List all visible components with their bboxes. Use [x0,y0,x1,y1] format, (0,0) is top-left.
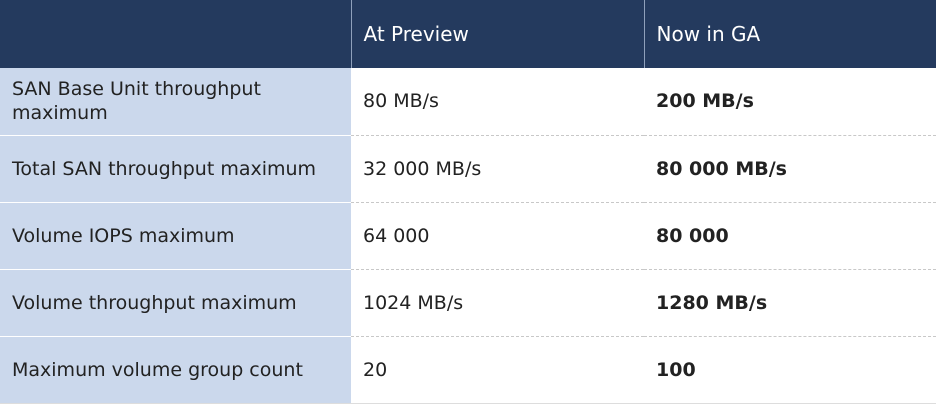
table-cell: 20 [351,336,644,404]
table-row: Maximum volume group count 20 100 [0,336,936,404]
table-cell: 80 000 MB/s [644,135,936,203]
header-cell: At Preview [350,0,644,68]
row-label: Volume throughput maximum [0,269,351,337]
table-cell: 64 000 [351,202,644,270]
table-row: Total SAN throughput maximum 32 000 MB/s 8… [0,135,936,203]
header-cell: Now in GA [643,0,936,68]
row-label: SAN Base Unit throughput maximum [0,68,351,136]
header-row: At Preview Now in GA [0,0,936,68]
table-cell: 100 [644,336,936,404]
table-cell: 1024 MB/s [351,269,644,337]
row-label: Maximum volume group count [0,336,351,404]
row-label: Volume IOPS maximum [0,202,351,270]
table-cell: 200 MB/s [644,68,936,136]
table-row: Volume IOPS maximum 64 000 80 000 [0,202,936,270]
table-body: SAN Base Unit throughput maximum 80 MB/s 2… [0,68,936,404]
table-cell: 80 MB/s [351,68,644,136]
header-empty-cell [0,0,351,68]
table-cell: 1280 MB/s [644,269,936,337]
table-row: SAN Base Unit throughput maximum 80 MB/s 2… [0,68,936,136]
row-label: Total SAN throughput maximum [0,135,351,203]
table-row: Volume throughput maximum 1024 MB/s 1280 M… [0,269,936,337]
table-cell: 32 000 MB/s [351,135,644,203]
table-header: At Preview Now in GA [0,0,936,68]
table-cell: 80 000 [644,202,936,270]
